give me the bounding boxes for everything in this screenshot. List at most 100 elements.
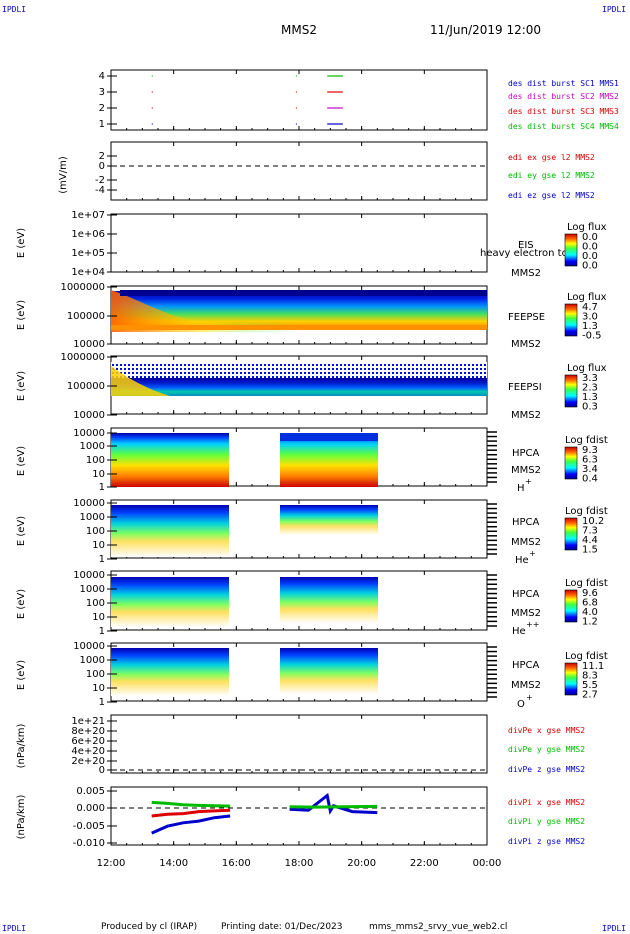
x-tick-label: 14:00 — [159, 858, 188, 869]
legend-entry: edi ez gse l2 MMS2 — [508, 191, 595, 200]
y-tick-label-divpe: 4e+20 — [71, 746, 105, 757]
y-tick-label-hpca_h: 100 — [86, 455, 105, 466]
colorbar-value-hpca_he: 10.2 — [582, 516, 604, 527]
panel-hpca-h: E (eV) 10000 1000 100 10 1 HPCA MMS2 H + Log… — [16, 428, 608, 494]
panel-frame-burst — [110, 69, 488, 131]
hpca-hepp-species: He — [512, 626, 526, 637]
hpca-he-block-1 — [111, 505, 229, 557]
divpe-legend: divPe x gse MMS2 divPe y gse MMS2 divPe z … — [508, 726, 585, 774]
eis-colorbar — [564, 233, 578, 267]
hpca-o-block-1 — [111, 648, 229, 696]
y-tick-label-feepsi: 100000 — [67, 381, 105, 392]
hpca-h-spacecraft-label: MMS2 — [511, 465, 541, 476]
colorbar-value-hpca_h: 9.3 — [582, 445, 598, 456]
colorbar-value-hpca_he: 1.5 — [582, 545, 598, 556]
feepse-spacecraft-label: MMS2 — [511, 339, 541, 350]
divpi-series-line — [289, 792, 378, 815]
colorbar-value-feepsi: 2.3 — [582, 383, 598, 394]
divpe-y-label: (nPa/km) — [16, 724, 27, 769]
hpca-o-spacecraft-label: MMS2 — [511, 680, 541, 691]
hpca-hepp-block-1 — [111, 577, 229, 627]
y-tick-label-hpca_hepp: 1 — [99, 626, 105, 637]
y-tick-label-divpe: 6e+20 — [71, 736, 105, 747]
hpca-he-instrument-label: HPCA — [512, 517, 540, 528]
corner-mark-bottom-right: IPDLI — [602, 924, 626, 933]
edi-legend: edi ex gse l2 MMS2 edi ey gse l2 MMS2 edi … — [508, 153, 595, 200]
y-tick-label-burst: 1 — [99, 119, 105, 130]
y-tick-label-hpca_h: 10 — [92, 469, 105, 480]
feepsi-y-label: E (eV) — [16, 371, 27, 401]
divpi-series — [151, 792, 378, 835]
hpca-h-species: H — [517, 483, 525, 494]
feepsi-colorbar-values: 3.32.31.30.3 — [582, 373, 598, 413]
y-tick-label-hpca_o: 10 — [92, 683, 105, 694]
hpca-h-charge: + — [525, 477, 532, 486]
hpca-o-colorbar — [564, 662, 578, 696]
hpca-he-block-2 — [280, 505, 378, 535]
feepsi-instrument-label: FEEPSI — [508, 382, 542, 393]
y-tick-label-divpe: 2e+20 — [71, 756, 105, 767]
y-tick-label-divpi: -0.005 — [73, 821, 105, 832]
legend-entry: divPi y gse MMS2 — [508, 817, 585, 826]
corner-mark-top-right: IPDLI — [602, 5, 626, 14]
colorbar-value-hpca_hepp: 4.0 — [582, 607, 598, 618]
hpca-he-charge: + — [529, 549, 536, 558]
colorbar-value-hpca_o: 11.1 — [582, 661, 604, 672]
feepsi-colorbar-title: Log flux — [567, 363, 607, 374]
hpca-h-block-1 — [111, 433, 229, 487]
colorbar-value-hpca_o: 5.5 — [582, 680, 598, 691]
hpca-h-colorbar — [564, 446, 578, 480]
legend-entry: divPi z gse MMS2 — [508, 837, 585, 846]
footer-printing-date: Printing date: 01/Dec/2023 — [221, 922, 343, 932]
y-tick-label-burst: 4 — [99, 71, 105, 82]
y-tick-label-burst: 3 — [99, 87, 105, 98]
hpca-hepp-colorbar-title: Log fdist — [565, 578, 608, 589]
feepsi-y-ticks: 1000000 100000 10000 — [60, 352, 117, 421]
y-tick-label-hpca_h: 1000 — [80, 441, 105, 452]
y-tick-label-divpe: 1e+21 — [71, 716, 105, 727]
legend-entry: des dist burst SC4 MMS4 — [508, 122, 619, 131]
hpca-hepp-instrument-label: HPCA — [512, 589, 540, 600]
hpca-hepp-y-ticks: 10000 1000 100 10 1 — [73, 570, 117, 637]
feepse-top-dark-band — [120, 290, 487, 296]
y-tick-label-hpca_hepp: 10000 — [73, 570, 105, 581]
page-title: MMS2 — [281, 23, 317, 37]
y-tick-label-hpca_h: 10000 — [73, 428, 105, 439]
divpi-series-line — [151, 800, 231, 808]
y-tick-label-hpca_hepp: 1000 — [80, 584, 105, 595]
y-tick-label-edi: 2 — [99, 151, 105, 162]
colorbar-value-feepse: 1.3 — [582, 321, 598, 332]
divpi-series-line — [289, 804, 378, 809]
corner-mark-bottom-left: IPDLI — [2, 924, 26, 933]
hpca-h-colorbar-title: Log fdist — [565, 435, 608, 446]
colorbar-value-hpca_h: 3.4 — [582, 464, 598, 475]
legend-entry: divPe y gse MMS2 — [508, 745, 585, 754]
feepsi-spacecraft-label: MMS2 — [511, 410, 541, 421]
panel-feepse: E (eV) 1000000 100000 10000 FEEPSE MMS2 Lo… — [16, 282, 607, 350]
hpca-o-species: O — [517, 699, 525, 710]
feepse-y-ticks: 1000000 100000 10000 — [60, 282, 117, 350]
edi-y-ticks: 20 -2-4 — [95, 151, 117, 196]
hpca-hepp-y-label: E (eV) — [16, 589, 27, 619]
colorbar-value-eis: 0.0 — [582, 261, 598, 272]
hpca-o-colorbar-values: 11.18.35.52.7 — [582, 661, 604, 701]
x-tick-label: 22:00 — [410, 858, 439, 869]
legend-entry: divPe x gse MMS2 — [508, 726, 585, 735]
panel-frame-eis — [110, 213, 488, 273]
divpi-series-line — [151, 808, 231, 818]
hpca-o-instrument-label: HPCA — [512, 660, 540, 671]
hpca-o-block-2 — [280, 648, 378, 694]
legend-entry: des dist burst SC1 MMS1 — [508, 79, 619, 88]
hpca-hepp-block-2 — [280, 577, 378, 623]
eis-y-ticks: 1e+07 1e+06 1e+05 1e+04 — [71, 210, 117, 278]
y-tick-label-feepsi: 1000000 — [60, 352, 105, 363]
y-tick-label-hpca_o: 100 — [86, 669, 105, 680]
legend-entry: des dist burst SC2 MMS2 — [508, 92, 619, 101]
panel-frame-edi — [110, 141, 488, 201]
y-tick-label-divpe: 0 — [99, 765, 105, 776]
feepse-instrument-label: FEEPSE — [508, 312, 545, 323]
colorbar-value-feepse: 4.7 — [582, 302, 598, 313]
colorbar-value-feepse: 3.0 — [582, 312, 598, 323]
